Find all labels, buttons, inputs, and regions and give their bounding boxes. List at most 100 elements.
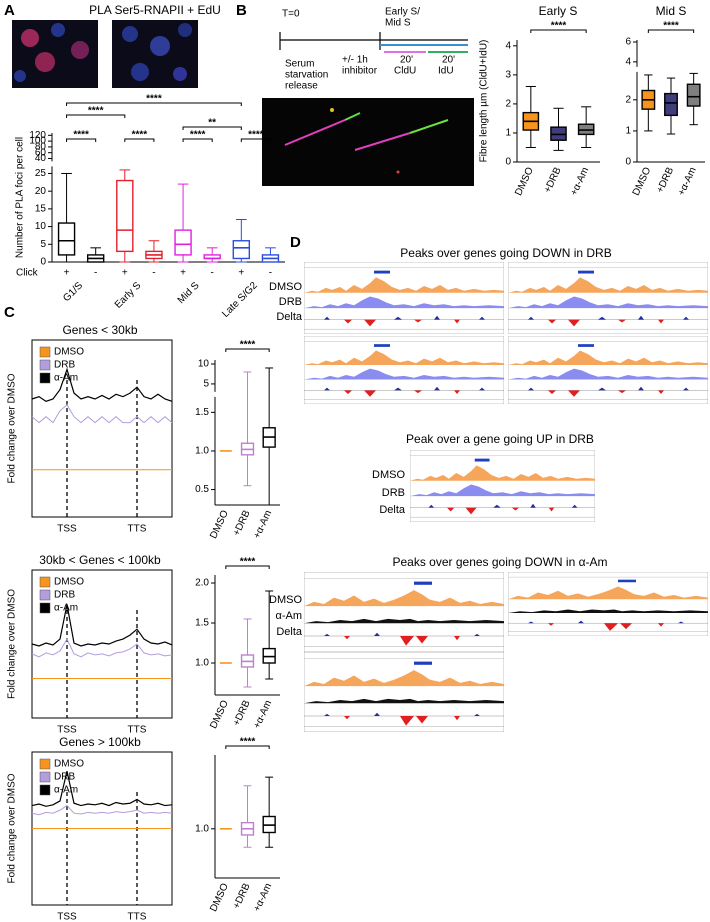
significance-label: **** — [663, 21, 679, 32]
plot-frame — [31, 569, 173, 719]
x-tick-label: DMSO — [631, 166, 654, 198]
y-tick-label: 0 — [505, 157, 511, 168]
track-label: Delta — [379, 504, 406, 516]
y-tick-label: 1.0 — [195, 446, 209, 457]
legend-swatch — [39, 784, 51, 796]
significance-bracket — [225, 348, 270, 352]
x-tick-label: DMSO — [208, 699, 231, 731]
y-axis-label: Fold change over DMSO — [7, 373, 18, 483]
x-tick-label: DMSO — [208, 882, 231, 914]
significance-label: **** — [146, 94, 162, 105]
chart-title: PLA Ser5-RNAPII + EdU — [89, 3, 221, 17]
y-tick-label: 2 — [625, 94, 631, 105]
y-tick-label: 1.5 — [195, 618, 209, 629]
y-axis-label: Fold change over DMSO — [7, 773, 18, 883]
track-label: DMSO — [269, 594, 302, 606]
series-line — [31, 604, 173, 647]
legend-swatch — [39, 589, 51, 601]
y-tick-label: 1.0 — [195, 823, 209, 834]
y-tick-label: 10 — [35, 221, 47, 232]
y-tick-label: 40 — [35, 153, 47, 164]
significance-bracket — [225, 565, 270, 569]
microscopy-images — [12, 20, 198, 88]
x-tick-label: + — [238, 268, 244, 279]
significance-label: **** — [248, 130, 264, 141]
box — [686, 83, 701, 107]
y-tick-label: 3 — [505, 69, 511, 80]
x-tick-label: + — [180, 268, 186, 279]
panel-letter: A — [4, 2, 15, 19]
x-tick-label: +DRB — [542, 165, 563, 194]
legend-label: DRB — [54, 590, 75, 601]
x-tick-label: TTS — [128, 725, 147, 736]
significance-bracket — [182, 138, 213, 142]
diagram-text: inhibitor — [342, 66, 378, 77]
box — [116, 179, 134, 253]
significance-label: **** — [240, 340, 256, 351]
y-tick-label: 120 — [29, 130, 46, 141]
significance-bracket — [66, 102, 242, 106]
x-tick-label: +α-Am — [252, 882, 275, 914]
fibre-image — [262, 98, 474, 186]
track-label: DMSO — [269, 281, 302, 293]
y-tick-label: 6 — [625, 37, 631, 48]
diagram-text: +/- 1h — [342, 55, 368, 66]
y-tick-label: 1 — [505, 128, 511, 139]
browser-title: Peaks over genes going DOWN in α-Am — [392, 555, 607, 569]
y-tick-label: 0 — [40, 257, 46, 268]
y-axis-label: Fibre length µm (CldU+IdU) — [479, 40, 490, 163]
significance-label: **** — [240, 737, 256, 748]
y-tick-label: 1.5 — [195, 407, 209, 418]
significance-bracket — [182, 126, 242, 130]
y-tick-label: 2.0 — [195, 578, 209, 589]
track-label: DMSO — [372, 469, 405, 481]
x-tick-label: - — [211, 268, 214, 279]
significance-label: ** — [208, 118, 216, 129]
chart-title: Genes > 100kb — [59, 735, 141, 749]
x-tick-label: TSS — [57, 524, 77, 535]
panel-letter: C — [4, 304, 15, 321]
significance-bracket — [225, 745, 270, 749]
x-tick-label: +α-Am — [252, 509, 275, 541]
significance-bracket — [124, 138, 155, 142]
diagram-text: Mid S — [385, 18, 411, 29]
x-tick-label: - — [152, 268, 155, 279]
panel-letter: B — [236, 2, 247, 19]
x-tick-label: DMSO — [208, 509, 231, 541]
diagram-text: T=0 — [282, 9, 300, 20]
x-tick-label: - — [269, 268, 272, 279]
y-tick-label: 1.0 — [195, 658, 209, 669]
diagram-text: 20' — [400, 55, 413, 66]
x-tick-label: TTS — [128, 912, 147, 922]
series-line — [31, 404, 173, 424]
y-tick-label: 15 — [35, 204, 47, 215]
legend-swatch — [39, 359, 51, 371]
significance-bracket — [66, 138, 97, 142]
legend-label: DRB — [54, 360, 75, 371]
significance-bracket — [240, 138, 271, 142]
y-axis-label: Fold change over DMSO — [7, 589, 18, 699]
box — [174, 229, 192, 256]
significance-label: **** — [240, 557, 256, 568]
group-label: Mid S — [176, 280, 202, 306]
legend-label: α-Am — [54, 785, 78, 796]
diagram-text: release — [285, 81, 318, 92]
x-tick-label: DMSO — [513, 166, 536, 198]
significance-label: **** — [73, 130, 89, 141]
legend-swatch — [39, 576, 51, 588]
diagram-text: 20' — [442, 55, 455, 66]
legend-label: DMSO — [54, 577, 84, 588]
diagram-text: Early S/ — [385, 7, 420, 18]
diagram-text: Serum — [285, 59, 314, 70]
legend-label: DMSO — [54, 759, 84, 770]
row-label: Click — [16, 268, 39, 279]
y-tick-label: 100 — [29, 136, 46, 147]
y-tick-label: 0 — [625, 157, 631, 168]
legend-swatch — [39, 771, 51, 783]
x-tick-label: +DRB — [231, 698, 252, 727]
x-tick-label: TSS — [57, 725, 77, 736]
track-label: DRB — [279, 296, 302, 308]
significance-label: **** — [132, 130, 148, 141]
group-label: G1/S — [61, 280, 85, 304]
box — [232, 240, 251, 260]
